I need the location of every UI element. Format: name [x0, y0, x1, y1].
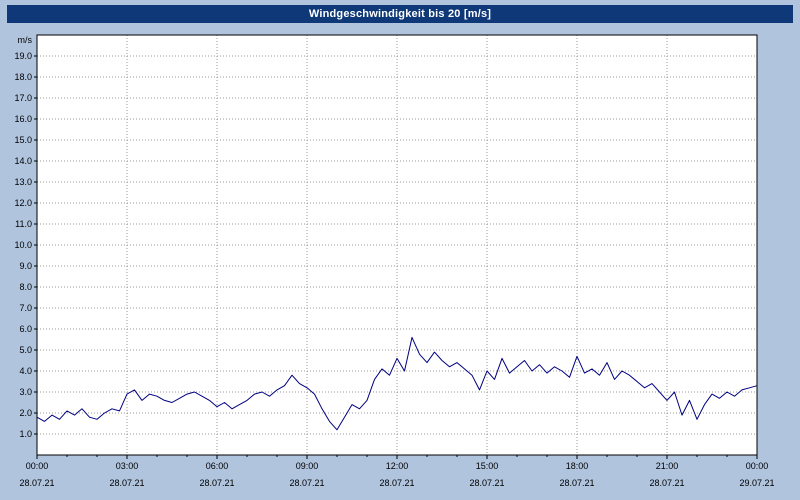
x-tick-time-label: 00:00: [26, 461, 49, 471]
x-tick-date-label: 28.07.21: [559, 478, 594, 488]
y-tick-label: 13.0: [14, 177, 32, 187]
plot-frame: [36, 34, 758, 456]
x-tick-time-label: 18:00: [566, 461, 589, 471]
wind-speed-line: [36, 336, 758, 431]
x-tick-time-label: 12:00: [386, 461, 409, 471]
y-tick-label: 6.0: [19, 324, 32, 334]
x-tick-time-label: 06:00: [206, 461, 229, 471]
y-tick-label: 17.0: [14, 93, 32, 103]
chart-title-bar: Windgeschwindigkeit bis 20 [m/s]: [7, 5, 793, 23]
y-tick-label: 11.0: [15, 219, 32, 229]
y-tick-label: 19.0: [14, 51, 32, 61]
y-tick-label: 9.0: [19, 261, 32, 271]
x-tick-date-label: 28.07.21: [199, 478, 234, 488]
x-tick-date-label: 28.07.21: [649, 478, 684, 488]
y-tick-label: 5.0: [19, 345, 32, 355]
x-tick-time-label: 03:00: [116, 461, 139, 471]
x-tick-time-label: 09:00: [296, 461, 319, 471]
y-tick-label: 7.0: [19, 303, 32, 313]
x-tick-date-label: 28.07.21: [469, 478, 504, 488]
y-tick-label: 4.0: [19, 366, 32, 376]
x-tick-date-label: 28.07.21: [379, 478, 414, 488]
x-tick-time-label: 21:00: [656, 461, 679, 471]
x-tick-date-label: 29.07.21: [739, 478, 774, 488]
y-tick-label: 10.0: [14, 240, 32, 250]
y-tick-label: 15.0: [14, 135, 32, 145]
y-tick-label: 18.0: [14, 72, 32, 82]
x-tick-time-label: 15:00: [476, 461, 499, 471]
y-axis-unit-label: m/s: [18, 35, 33, 45]
x-tick-date-label: 28.07.21: [289, 478, 324, 488]
y-tick-label: 8.0: [19, 282, 32, 292]
chart-title: Windgeschwindigkeit bis 20 [m/s]: [308, 8, 492, 20]
y-tick-label: 12.0: [14, 198, 32, 208]
wind-speed-chart: 1.0 2.0 3.0 4.0 5.0 6.0 7.0 8.0 9.0 10.0 11.0 12.0 1…: [14, 34, 775, 488]
x-tick-date-label: 28.07.21: [109, 478, 144, 488]
y-tick-label: 14.0: [14, 156, 32, 166]
x-tick-date-label: 28.07.21: [19, 478, 54, 488]
y-tick-label: 2.0: [19, 408, 32, 418]
y-tick-label: 1.0: [19, 429, 32, 439]
y-tick-label: 3.0: [19, 387, 32, 397]
y-tick-label: 16.0: [14, 114, 32, 124]
x-tick-time-label: 00:00: [746, 461, 769, 471]
